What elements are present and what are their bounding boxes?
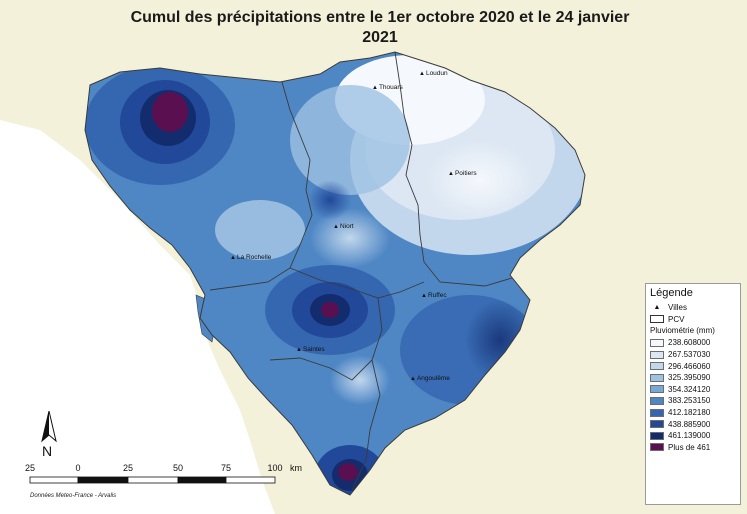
legend-swatch [650,373,664,382]
legend-class-row: 383.253150 [650,395,736,407]
north-label: N [42,443,53,459]
legend-swatch [650,362,664,371]
city-marker-icon: ▲ [653,304,661,312]
scale-tick: 75 [220,463,232,473]
city-angouleme: ▲Angoulême [410,375,450,382]
scale-tick: 50 [172,463,184,473]
map-title: Cumul des précipitations entre le 1er oc… [60,8,700,48]
legend-class-label: 383.253150 [668,396,711,406]
city-label: Ruffec [427,292,447,299]
city-marker-icon: ▲ [372,85,378,91]
legend-class-row: 461.139000 [650,430,736,442]
legend-swatch [650,338,664,347]
legend-class-row: 438.885900 [650,418,736,430]
city-loudun: ▲Loudun [419,70,448,77]
region-outline [84,51,586,496]
scale-tick: 0 [75,463,81,473]
city-marker-icon: ▲ [419,71,425,77]
city-marker-icon: ▲ [230,255,236,261]
legend-swatch [650,408,664,417]
city-ruffec: ▲Ruffec [421,292,447,299]
city-marker-icon: ▲ [410,376,416,382]
city-marker-icon: ▲ [333,224,339,230]
city-label: Thouars [378,84,403,91]
legend-label: Villes [668,303,687,313]
legend-class-row: 238.608000 [650,337,736,349]
department-boundaries [209,51,513,491]
city-marker-icon: ▲ [296,347,302,353]
legend-cities: ▲ Villes [650,302,736,314]
scale-labels: 25 0 25 50 75 100 km [0,463,320,475]
legend-swatch [650,385,664,394]
data-credit: Données Meteo-France - Arvalis [30,493,117,499]
legend-class-label: 267.537030 [668,350,711,360]
legend-class-row: 267.537030 [650,349,736,361]
legend-rain-heading: Pluviométrie (mm) [650,326,715,336]
city-thouars: ▲Thouars [372,84,403,91]
city-la-rochelle: ▲La Rochelle [230,254,271,261]
legend-swatch [650,350,664,359]
legend-class-label: 412.182180 [668,408,711,418]
legend-swatch [650,420,664,429]
map-title-line1: Cumul des précipitations entre le 1er oc… [130,9,630,26]
legend-class-row: Plus de 461 [650,442,736,454]
city-label: Angoulême [416,375,450,382]
city-saintes: ▲Saintes [296,346,325,353]
legend-label: PCV [668,314,685,324]
city-label: Saintes [302,346,325,353]
legend-class-label: 296.466060 [668,361,711,371]
city-label: Loudun [425,70,448,77]
city-label: Niort [339,223,354,230]
city-label: Poitiers [454,170,477,177]
legend-classes: 238.608000 267.537030 296.466060 325.395090… [650,337,736,453]
legend-class-label: 238.608000 [668,338,711,348]
legend-class-row: 354.324120 [650,384,736,396]
legend-panel: Légende ▲ Villes PCV Pluviométrie (mm) 2… [645,283,741,505]
legend-swatch [650,443,664,452]
north-arrow-icon [41,411,57,443]
city-marker-icon: ▲ [421,293,427,299]
city-poitiers: ▲Poitiers [448,170,477,177]
scale-unit: km [290,463,302,473]
city-marker-icon: ▲ [448,171,454,177]
scale-tick: 100 [267,463,283,473]
legend-class-label: 325.395090 [668,373,711,383]
legend-swatch [650,431,664,440]
scale-tick: 25 [122,463,134,473]
sea [0,120,275,514]
map-title-line2: 2021 [362,29,398,46]
rainfall-surface [85,55,585,495]
scale-tick: 25 [24,463,36,473]
legend-class-row: 325.395090 [650,372,736,384]
legend-class-label: Plus de 461 [668,442,711,452]
city-niort: ▲Niort [333,223,354,230]
legend-boundary: PCV [650,314,736,326]
legend-class-row: 296.466060 [650,360,736,372]
legend-class-label: 461.139000 [668,431,711,441]
boundary-swatch [650,315,664,324]
city-label: La Rochelle [236,254,272,261]
legend-class-label: 438.885900 [668,419,711,429]
legend-swatch [650,396,664,405]
legend-class-label: 354.324120 [668,384,711,394]
legend-class-row: 412.182180 [650,407,736,419]
legend-title: Légende [650,287,693,299]
